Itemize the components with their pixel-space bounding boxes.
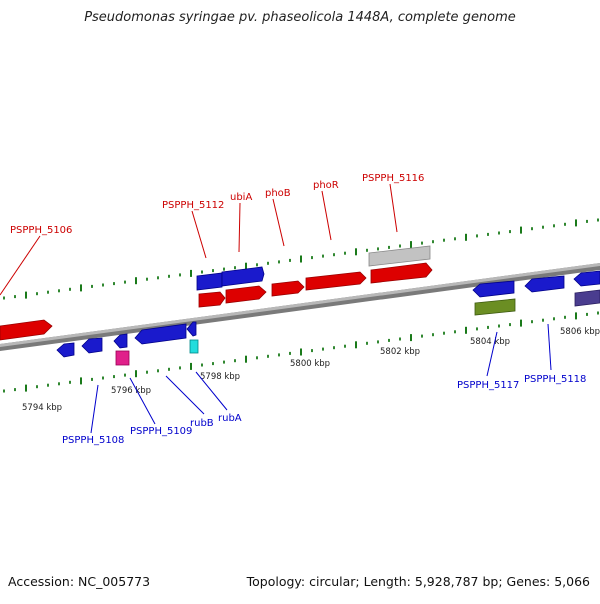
label-pspph-5112[interactable]: PSPPH_5112 — [162, 200, 224, 211]
gene-pspph-5106[interactable] — [0, 319, 53, 341]
label-pspph-5106[interactable]: PSPPH_5106 — [10, 225, 72, 236]
gene-pspph-5118[interactable] — [524, 275, 565, 293]
scale-label: 5806 kbp — [560, 327, 600, 337]
gene-pspph-5107[interactable] — [56, 342, 75, 358]
scale-labels: 5794 kbp 5796 kbp 5798 kbp 5800 kbp 5802… — [22, 327, 600, 413]
upper-strand-genes — [0, 245, 433, 341]
scale-label: 5798 kbp — [200, 372, 240, 382]
gene-phor[interactable] — [305, 271, 367, 291]
gene-pspph-5109-a[interactable] — [113, 333, 128, 349]
label-ubia[interactable]: ubiA — [230, 192, 252, 203]
label-pspph-5108[interactable]: PSPPH_5108 — [62, 435, 124, 446]
label-pspph-5117[interactable]: PSPPH_5117 — [457, 380, 519, 391]
scale-label: 5796 kbp — [111, 386, 151, 396]
accession-text: Accession: NC_005773 — [8, 574, 151, 589]
lower-gene-labels: PSPPH_5108 PSPPH_5109 rubB rubA PSPPH_51… — [62, 323, 586, 446]
upper-gene-labels: PSPPH_5106 PSPPH_5112 ubiA phoB phoR PSP… — [0, 173, 424, 296]
scale-label: 5804 kbp — [470, 337, 510, 347]
label-ruba[interactable]: rubA — [218, 413, 242, 424]
gene-rubb[interactable] — [134, 323, 187, 345]
scale-label: 5794 kbp — [22, 403, 62, 413]
gene-pspph-5115[interactable] — [370, 262, 433, 284]
label-rubb[interactable]: rubB — [190, 418, 214, 429]
label-pspph-5116[interactable]: PSPPH_5116 — [362, 173, 424, 184]
label-pspph-5109[interactable]: PSPPH_5109 — [130, 426, 192, 437]
label-pspph-5118[interactable]: PSPPH_5118 — [524, 374, 586, 385]
gene-pspph-5119[interactable] — [573, 270, 600, 287]
lower-strand-genes — [56, 270, 600, 366]
label-phor[interactable]: phoR — [313, 180, 339, 191]
gene-pspph-5108[interactable] — [81, 337, 103, 354]
scale-label: 5802 kbp — [380, 347, 420, 357]
gene-pspph-5117-b[interactable] — [474, 298, 516, 316]
gene-pspph-5117[interactable] — [472, 280, 515, 298]
gene-pspph-5119-b[interactable] — [574, 289, 600, 307]
gene-pspph-5110[interactable] — [198, 291, 226, 308]
gene-pspph-5116[interactable] — [368, 245, 431, 267]
gene-pspph-5109[interactable] — [115, 350, 130, 366]
label-phob[interactable]: phoB — [265, 188, 291, 199]
map-title: Pseudomonas syringae pv. phaseolicola 14… — [84, 10, 516, 25]
gene-phob[interactable] — [271, 280, 305, 297]
lower-tick-track — [3, 311, 599, 393]
gene-ruba[interactable] — [186, 321, 197, 337]
gene-pspph-5112[interactable] — [196, 272, 223, 291]
upper-tick-track — [3, 218, 599, 300]
gene-ubia[interactable] — [221, 266, 265, 287]
scale-label: 5800 kbp — [290, 359, 330, 369]
gene-pspph-5111[interactable] — [225, 285, 267, 304]
gene-ruba-fragment[interactable] — [189, 339, 199, 354]
genome-summary-text: Topology: circular; Length: 5,928,787 bp… — [246, 574, 590, 589]
